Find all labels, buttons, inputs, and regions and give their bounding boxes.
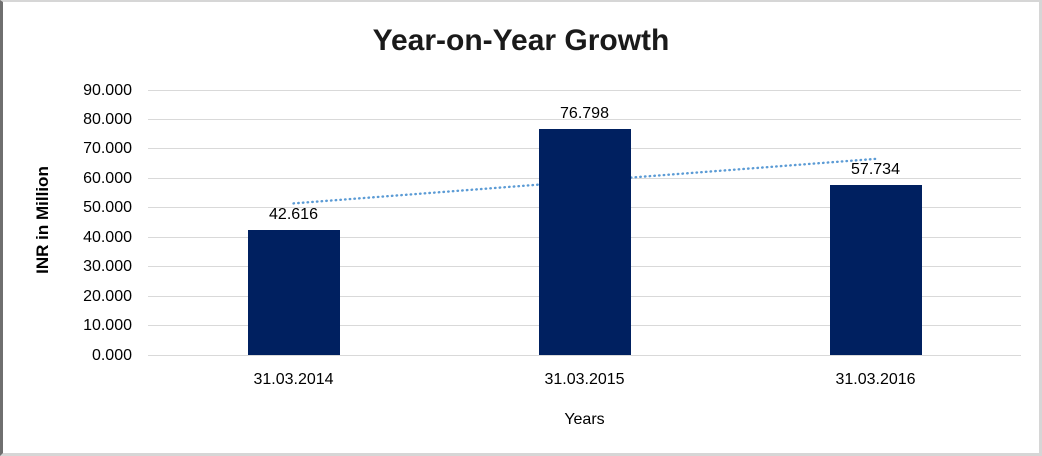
y-axis-tick-labels: 0.000 10.000 20.000 30.000 40.000 50.000 60.00…	[3, 2, 132, 453]
y-tick-label: 0.000	[91, 346, 132, 364]
x-axis-title: Years	[564, 411, 605, 428]
bar	[247, 229, 340, 355]
chart-title: Year-on-Year Growth	[372, 24, 670, 57]
y-tick-label: 30.000	[83, 258, 132, 276]
y-tick-label: 20.000	[83, 287, 132, 305]
y-tick-label: 50.000	[83, 199, 132, 217]
y-tick-label: 60.000	[83, 169, 132, 187]
y-tick-label: 10.000	[83, 317, 132, 335]
bar-value-label: 42.616	[269, 205, 318, 223]
x-axis-tick-labels: 31.03.2014 31.03.2015 31.03.2016	[148, 370, 1021, 389]
x-tick-label: 31.03.2014	[253, 371, 334, 388]
y-tick-label: 40.000	[83, 228, 132, 246]
gridline	[148, 118, 1021, 120]
gridline	[148, 89, 1021, 91]
y-tick-label: 90.000	[83, 81, 132, 99]
y-tick-label: 70.000	[83, 140, 132, 158]
plot-area: 42.616 76.798 57.734	[148, 89, 1021, 356]
bar	[538, 128, 631, 355]
gridline	[148, 354, 1021, 356]
x-tick-label: 31.03.2016	[835, 371, 916, 388]
bar-value-label: 57.734	[851, 161, 900, 178]
bar-value-label: 76.798	[560, 104, 609, 122]
bar	[829, 185, 922, 355]
x-tick-label: 31.03.2015	[544, 371, 625, 388]
y-tick-label: 80.000	[83, 110, 132, 128]
